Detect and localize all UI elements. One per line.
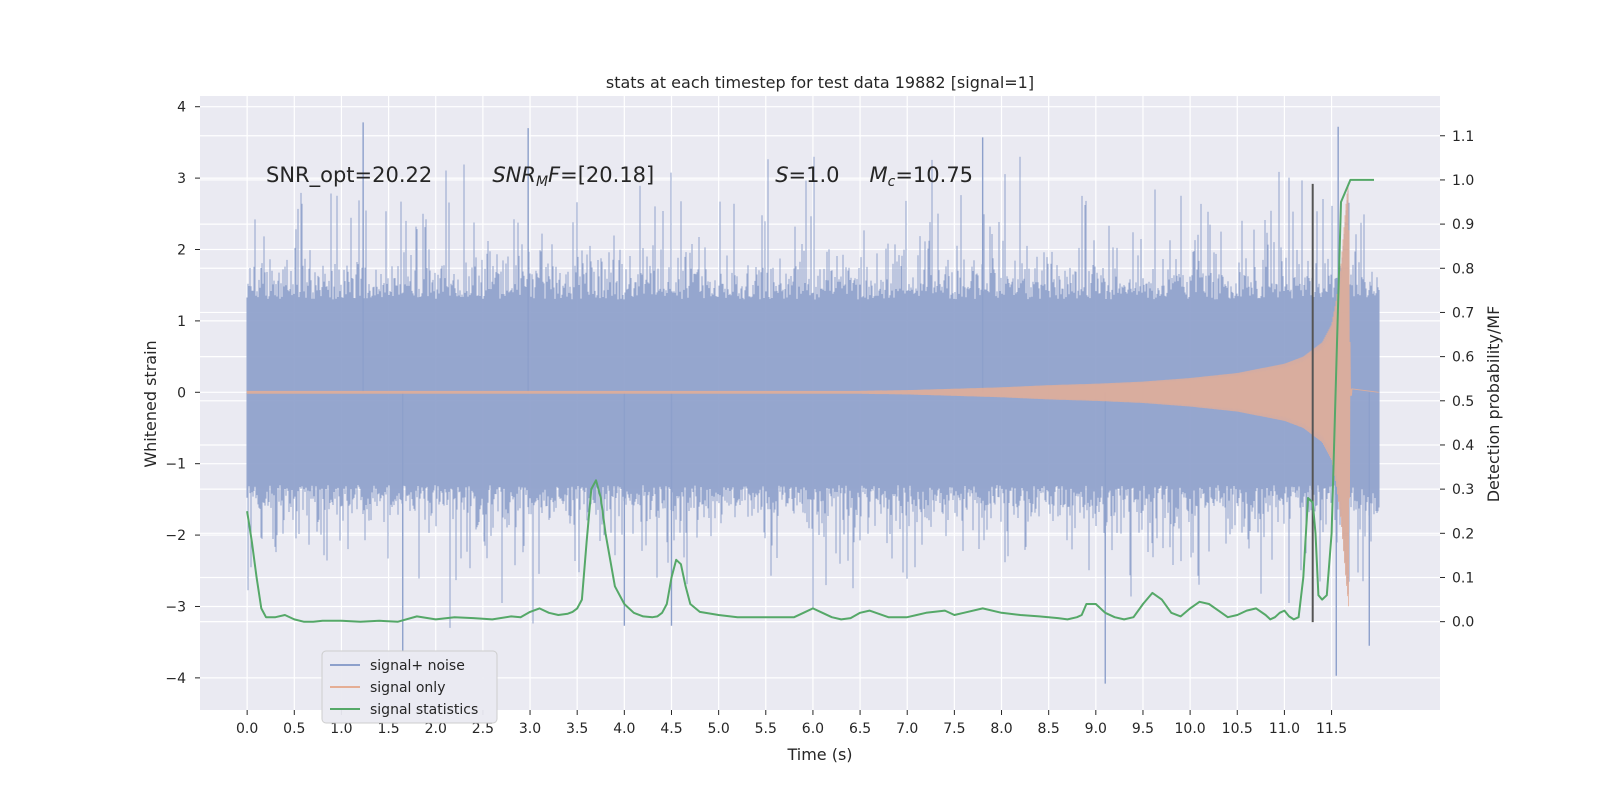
annotations: SNR_opt=20.22 SNRMF=[20.18] S=1.0 Mc=10.75 bbox=[266, 163, 973, 190]
x-tick-label: 8.5 bbox=[1038, 721, 1060, 737]
x-tick-label: 1.0 bbox=[330, 721, 352, 737]
y2-tick-label: 0.7 bbox=[1452, 305, 1474, 321]
annotation-snr-opt: SNR_opt=20.22 bbox=[266, 163, 432, 188]
legend-label: signal statistics bbox=[370, 702, 478, 718]
y-tick-label: 1 bbox=[177, 314, 186, 330]
y-tick-label: −4 bbox=[165, 671, 186, 687]
x-tick-label: 0.0 bbox=[236, 721, 258, 737]
annotation-s-value: S=1.0 bbox=[775, 163, 839, 187]
y-tick-label: 4 bbox=[177, 100, 186, 116]
y-axis-label: Whitened strain bbox=[141, 340, 160, 467]
signal-only-line bbox=[246, 183, 1379, 607]
x-tick-label: 3.5 bbox=[566, 721, 588, 737]
signal-statistics-series bbox=[246, 178, 1374, 623]
y-tick-label: 3 bbox=[177, 171, 186, 187]
y2-tick-label: 0.4 bbox=[1452, 438, 1474, 454]
y-tick-label: −2 bbox=[165, 528, 186, 544]
legend-label: signal only bbox=[370, 680, 445, 696]
legend: signal+ noise signal only signal statistic… bbox=[321, 650, 498, 724]
y2-tick-label: 0.1 bbox=[1452, 570, 1474, 586]
legend-box bbox=[321, 650, 498, 724]
x-tick-label: 0.5 bbox=[283, 721, 305, 737]
x-tick-label: 9.5 bbox=[1132, 721, 1154, 737]
x-tick-label: 7.0 bbox=[896, 721, 918, 737]
signal-only-series bbox=[246, 183, 1379, 607]
axes-ticks: 0.0 0.5 1.0 1.5 2.0 2.5 3.0 3.5 4.0 4.5 5.0 5.5 6.0 6… bbox=[165, 100, 1474, 737]
y-tick-label: −3 bbox=[165, 599, 186, 615]
x-tick-label: 11.0 bbox=[1269, 721, 1300, 737]
x-tick-label: 10.0 bbox=[1175, 721, 1206, 737]
legend-label: signal+ noise bbox=[370, 658, 465, 674]
y2-tick-label: 1.1 bbox=[1452, 129, 1474, 145]
annotation-chirp-mass: Mc=10.75 bbox=[870, 163, 974, 190]
x-tick-label: 2.0 bbox=[425, 721, 447, 737]
y-tick-label: −1 bbox=[165, 457, 186, 473]
y2-axis-label: Detection probability/MF bbox=[1484, 306, 1503, 503]
x-tick-label: 6.0 bbox=[802, 721, 824, 737]
x-tick-label: 4.5 bbox=[660, 721, 682, 737]
chart-title: stats at each timestep for test data 198… bbox=[606, 73, 1034, 92]
x-tick-label: 9.0 bbox=[1085, 721, 1107, 737]
x-tick-label: 3.0 bbox=[519, 721, 541, 737]
x-axis-label: Time (s) bbox=[786, 745, 852, 764]
x-tick-label: 4.0 bbox=[613, 721, 635, 737]
y2-tick-label: 0.2 bbox=[1452, 526, 1474, 542]
annotation-snr-mf: SNRMF=[20.18] bbox=[492, 163, 654, 190]
y-tick-label: 0 bbox=[177, 385, 186, 401]
y-tick-label: 2 bbox=[177, 243, 186, 259]
x-tick-label: 10.5 bbox=[1222, 721, 1253, 737]
y2-tick-label: 0.0 bbox=[1452, 615, 1474, 631]
y2-tick-label: 0.8 bbox=[1452, 261, 1474, 277]
x-tick-label: 5.0 bbox=[707, 721, 729, 737]
x-tick-label: 8.0 bbox=[990, 721, 1012, 737]
y2-tick-label: 0.5 bbox=[1452, 394, 1474, 410]
x-tick-label: 1.5 bbox=[377, 721, 399, 737]
x-tick-label: 6.5 bbox=[849, 721, 871, 737]
y2-tick-label: 1.0 bbox=[1452, 173, 1474, 189]
x-tick-label: 5.5 bbox=[755, 721, 777, 737]
y2-tick-label: 0.6 bbox=[1452, 350, 1474, 366]
x-tick-label: 2.5 bbox=[472, 721, 494, 737]
y2-tick-label: 0.9 bbox=[1452, 217, 1474, 233]
x-tick-label: 11.5 bbox=[1316, 721, 1347, 737]
x-tick-label: 7.5 bbox=[943, 721, 965, 737]
y2-tick-label: 0.3 bbox=[1452, 482, 1474, 498]
signal-statistics-line bbox=[246, 178, 1374, 623]
